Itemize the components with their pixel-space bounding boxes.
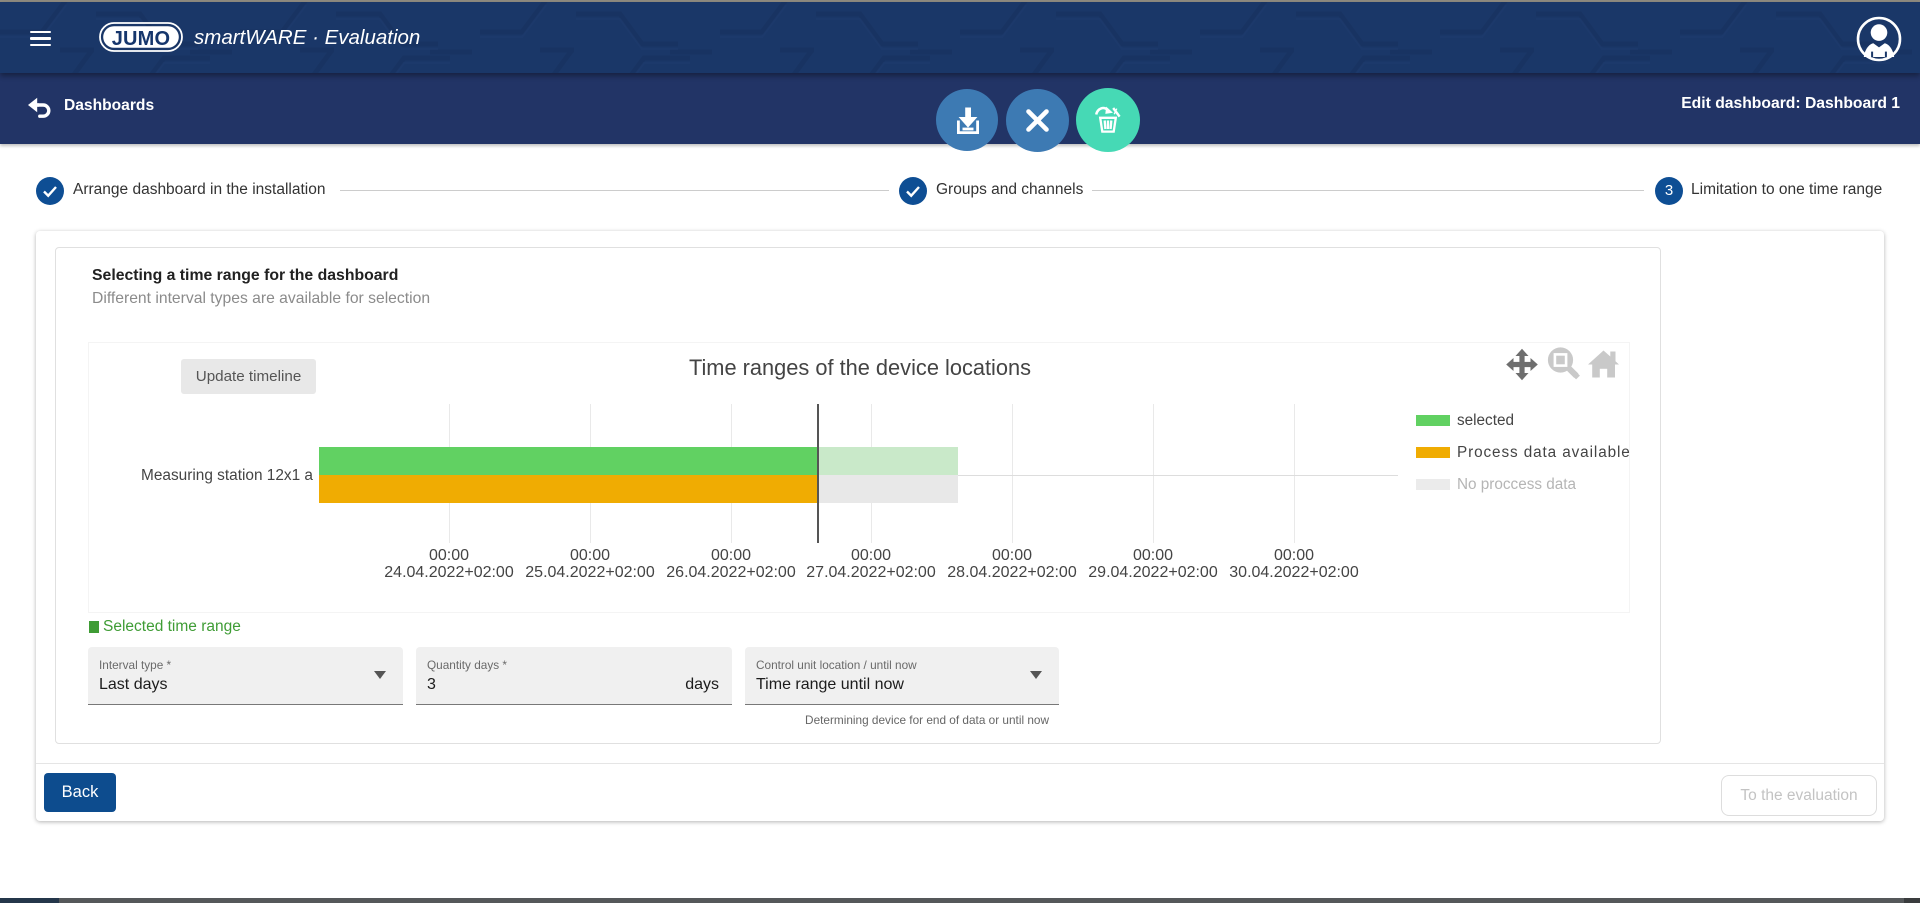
svg-text:JUMO: JUMO bbox=[112, 28, 171, 50]
